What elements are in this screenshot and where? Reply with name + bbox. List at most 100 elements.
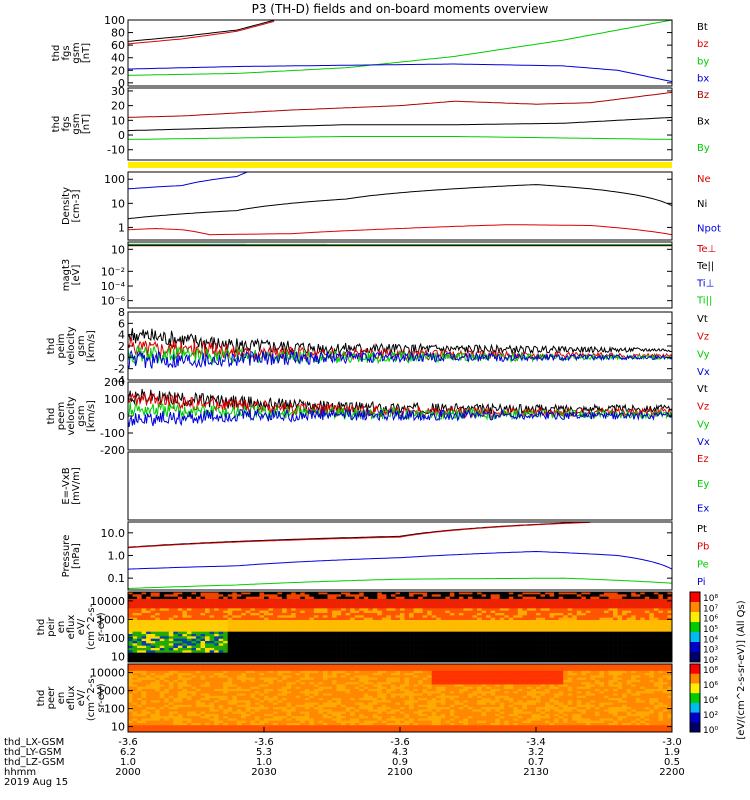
heatmap-cell (386, 631, 392, 635)
heatmap-cell (313, 657, 319, 660)
heatmap-cell (227, 700, 233, 703)
heatmap-cell (322, 657, 328, 660)
heatmap-cell (658, 613, 664, 616)
heatmap-cell (508, 652, 514, 656)
heatmap-cell (155, 693, 161, 697)
heatmap-cell (200, 711, 206, 715)
heatmap-cell (395, 592, 401, 595)
heatmap-cell (386, 659, 392, 663)
heatmap-cell (531, 608, 537, 611)
heatmap-cell (177, 713, 183, 717)
heatmap-cell (218, 617, 224, 621)
heatmap-cell (572, 622, 578, 625)
y-axis-label: velocity (66, 396, 77, 435)
heatmap-cell (137, 713, 142, 717)
heatmap-cell (286, 675, 292, 678)
heatmap-cell (132, 610, 138, 614)
heatmap-cell (273, 729, 278, 733)
heatmap-cell (644, 638, 650, 642)
heatmap-cell (413, 627, 419, 630)
heatmap-cell (286, 688, 292, 692)
heatmap-cell (205, 624, 210, 628)
heatmap-cell (205, 668, 210, 672)
heatmap-cell (268, 679, 274, 683)
heatmap-cell (168, 634, 174, 637)
heatmap-cell (177, 601, 183, 604)
heatmap-cell (572, 592, 578, 595)
heatmap-cell (164, 691, 170, 694)
heatmap-cell (309, 622, 315, 625)
heatmap-cell (440, 624, 446, 628)
heatmap-cell (241, 610, 247, 614)
heatmap-cell (322, 627, 328, 630)
heatmap-cell (309, 624, 315, 628)
heatmap-cell (536, 608, 541, 611)
heatmap-cell (526, 613, 532, 616)
heatmap-cell (177, 693, 183, 697)
heatmap-cell (649, 606, 655, 609)
heatmap-cell (563, 627, 569, 630)
heatmap-cell (268, 693, 274, 697)
heatmap-cell (232, 713, 238, 717)
heatmap-cell (300, 686, 306, 690)
heatmap-cell (250, 617, 256, 621)
heatmap-cell (354, 652, 360, 656)
heatmap-cell (227, 634, 233, 637)
heatmap-cell (191, 603, 197, 607)
heatmap-cell (454, 606, 460, 609)
heatmap-cell (409, 657, 414, 660)
heatmap-cell (422, 592, 428, 595)
heatmap-cell (196, 622, 201, 625)
legend-entry: Vy (697, 419, 710, 430)
heatmap-cell (404, 641, 410, 644)
heatmap-cell (232, 608, 238, 611)
heatmap-cell (218, 711, 224, 715)
heatmap-cell (150, 713, 156, 717)
heatmap-cell (481, 631, 487, 635)
heatmap-cell (291, 711, 297, 715)
heatmap-cell (191, 691, 197, 694)
heatmap-cell (173, 666, 179, 669)
heatmap-cell (536, 638, 541, 642)
heatmap-cell (295, 725, 301, 728)
heatmap-cell (504, 608, 510, 611)
heatmap-cell (526, 631, 532, 635)
heatmap-cell (268, 673, 274, 676)
heatmap-cell (150, 610, 156, 614)
heatmap-cell (531, 592, 537, 595)
heatmap-cell (617, 650, 623, 653)
heatmap-cell (191, 725, 197, 728)
heatmap-cell (585, 613, 591, 616)
heatmap-cell (141, 606, 147, 609)
heatmap-cell (218, 648, 224, 651)
heatmap-cell (427, 641, 433, 644)
heatmap-cell (268, 666, 274, 669)
heatmap-cell (295, 713, 301, 717)
heatmap-cell (313, 641, 319, 644)
heatmap-cell (141, 603, 147, 607)
heatmap-cell (150, 624, 156, 628)
heatmap-cell (191, 700, 197, 703)
heatmap-cell (218, 657, 224, 660)
heatmap-cell (635, 631, 641, 635)
heatmap-cell (291, 670, 297, 674)
heatmap-cell (264, 659, 269, 663)
heatmap-cell (309, 634, 315, 637)
heatmap-cell (313, 629, 319, 632)
heatmap-cell (268, 624, 274, 628)
heatmap-cell (341, 652, 346, 656)
heatmap-cell (173, 648, 179, 651)
heatmap-cell (608, 613, 614, 616)
heatmap-cell (640, 657, 646, 660)
heatmap-cell (363, 608, 369, 611)
heatmap-cell (631, 631, 637, 635)
heatmap-cell (536, 594, 541, 597)
heatmap-cell (277, 691, 283, 694)
heatmap-cell (245, 711, 251, 715)
heatmap-cell (227, 729, 233, 733)
heatmap-cell (658, 606, 664, 609)
heatmap-cell (409, 634, 414, 637)
heatmap-cell (381, 615, 387, 618)
heatmap-cell (481, 615, 487, 618)
heatmap-cell (613, 638, 618, 642)
